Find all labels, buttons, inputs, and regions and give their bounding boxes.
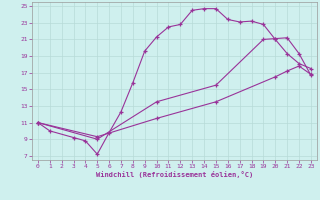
X-axis label: Windchill (Refroidissement éolien,°C): Windchill (Refroidissement éolien,°C) xyxy=(96,171,253,178)
